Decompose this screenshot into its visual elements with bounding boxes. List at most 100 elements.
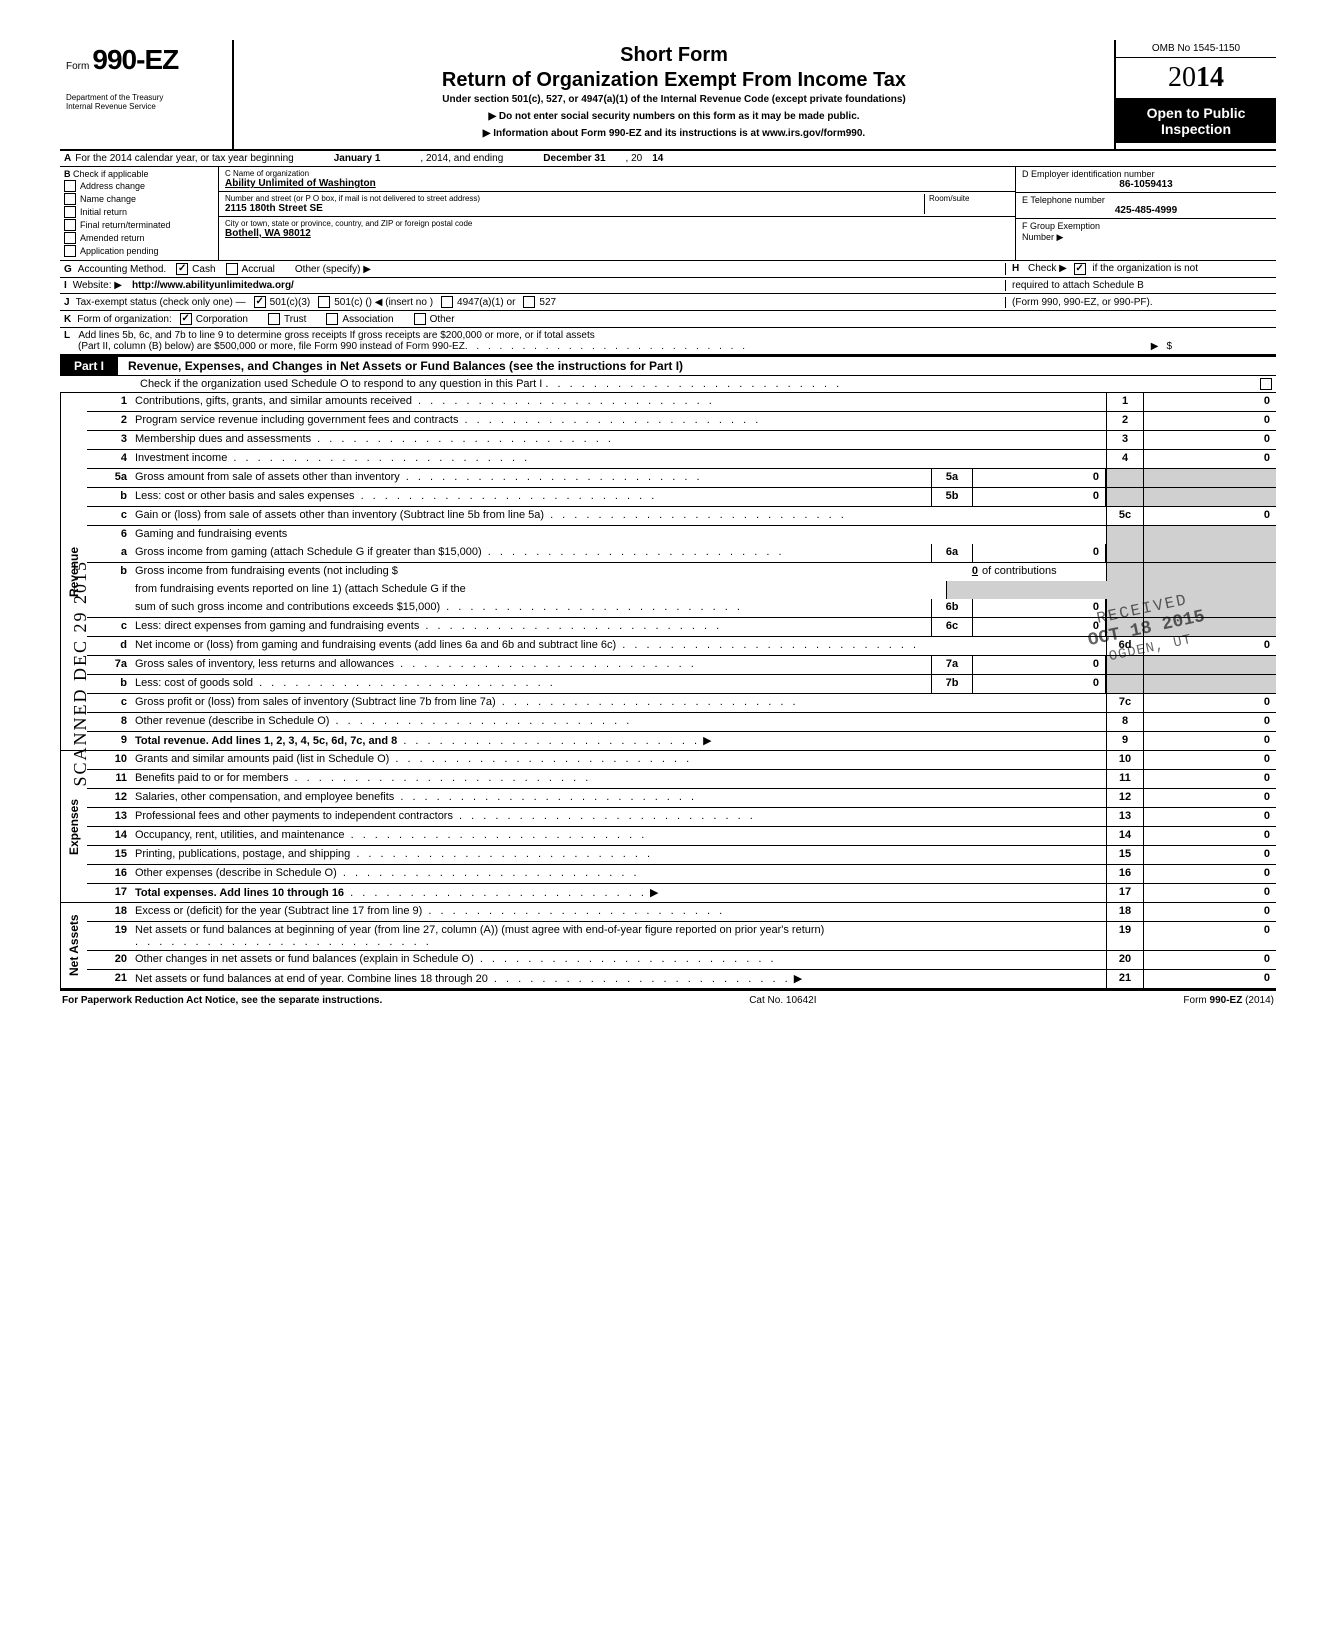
desc-text: Less: cost or other basis and sales expe… — [135, 490, 355, 502]
line-desc: Gross amount from sale of assets other t… — [131, 469, 931, 487]
line-box: 5c — [1106, 507, 1143, 525]
chk-other-org[interactable] — [414, 313, 426, 325]
chk-final-return[interactable]: Final return/terminated — [64, 219, 214, 231]
line-box: 16 — [1106, 865, 1143, 883]
row-a-mid: , 2014, and ending — [420, 153, 503, 164]
dots — [397, 735, 700, 747]
mid-value: 0 — [973, 599, 1106, 617]
chk-initial-return[interactable]: Initial return — [64, 206, 214, 218]
chk-4947a1[interactable] — [441, 296, 453, 308]
line-13: 13 Professional fees and other payments … — [87, 808, 1276, 827]
line-10: 10 Grants and similar amounts paid (list… — [87, 751, 1276, 770]
line-box: 13 — [1106, 808, 1143, 826]
chk-label: Initial return — [80, 207, 127, 217]
line-num: 19 — [87, 922, 131, 950]
row-a-begin: January 1 — [334, 153, 381, 164]
dots — [488, 973, 791, 985]
col-b-checkboxes: B Check if applicable Address change Nam… — [60, 167, 219, 260]
row-g-accounting: G Accounting Method. Cash Accrual Other … — [60, 261, 1276, 278]
checkbox-icon — [64, 232, 76, 244]
chk-cash[interactable] — [176, 263, 188, 275]
info-link: ▶ Information about Form 990-EZ and its … — [244, 128, 1104, 139]
chk-schedule-o[interactable] — [1260, 378, 1272, 390]
line-num: 1 — [87, 393, 131, 411]
desc-text: Less: cost of goods sold — [135, 677, 253, 689]
city-label: City or town, state or province, country… — [225, 219, 1009, 228]
arrow-icon: ▶ — [794, 973, 802, 985]
tax-year: 2014 — [1116, 58, 1276, 99]
revenue-lines: 1 Contributions, gifts, grants, and simi… — [87, 393, 1276, 750]
chk-amended-return[interactable]: Amended return — [64, 232, 214, 244]
line-desc: Net assets or fund balances at end of ye… — [131, 970, 1106, 988]
chk-527[interactable] — [523, 296, 535, 308]
line-num: 15 — [87, 846, 131, 864]
line-num — [87, 581, 131, 599]
line-num: b — [87, 563, 131, 581]
line-box: 1 — [1106, 393, 1143, 411]
desc-text: Occupancy, rent, utilities, and maintena… — [135, 829, 345, 841]
desc-text: Membership dues and assessments — [135, 433, 311, 445]
501c-label: 501(c) ( — [334, 297, 368, 308]
line-num: c — [87, 618, 131, 636]
line-8: 8 Other revenue (describe in Schedule O)… — [87, 713, 1276, 732]
chk-trust[interactable] — [268, 313, 280, 325]
dots — [474, 953, 777, 965]
chk-application-pending[interactable]: Application pending — [64, 245, 214, 257]
chk-schedule-b[interactable] — [1074, 263, 1086, 275]
chk-address-change[interactable]: Address change — [64, 180, 214, 192]
line-box: 17 — [1106, 884, 1143, 902]
phone-label: E Telephone number — [1022, 195, 1270, 205]
line-num: c — [87, 507, 131, 525]
line-desc: Occupancy, rent, utilities, and maintena… — [131, 827, 1106, 845]
row-a-yr: , 20 — [626, 153, 643, 164]
line-num: 7a — [87, 656, 131, 674]
desc-text: Less: direct expenses from gaming and fu… — [135, 620, 419, 632]
line-desc: Investment income — [131, 450, 1106, 468]
org-name-row: C Name of organization Ability Unlimited… — [219, 167, 1015, 192]
desc-text: Net assets or fund balances at end of ye… — [135, 973, 488, 985]
chk-name-change[interactable]: Name change — [64, 193, 214, 205]
line-17: 17 Total expenses. Add lines 10 through … — [87, 884, 1276, 902]
line-box-shade — [1106, 526, 1143, 544]
group-exemption-number: Number ▶ — [1022, 232, 1270, 243]
desc-text: Excess or (deficit) for the year (Subtra… — [135, 905, 422, 917]
part1-sub-text: Check if the organization used Schedule … — [140, 378, 542, 390]
line-desc: Gross income from fundraising events (no… — [131, 563, 818, 581]
netassets-section: Net Assets 18 Excess or (deficit) for th… — [60, 903, 1276, 990]
line-num: 6 — [87, 526, 131, 544]
line-desc: Less: cost or other basis and sales expe… — [131, 488, 931, 506]
city-row: City or town, state or province, country… — [219, 217, 1015, 241]
line-box: 6d — [1106, 637, 1143, 655]
arrow-icon: ▶ — [703, 735, 711, 747]
line-num: 16 — [87, 865, 131, 883]
checkbox-icon — [64, 206, 76, 218]
chk-association[interactable] — [326, 313, 338, 325]
dots — [440, 601, 743, 613]
dots — [135, 936, 432, 948]
line-value: 0 — [1143, 865, 1276, 883]
h-text4: (Form 990, 990-EZ, or 990-PF). — [1012, 297, 1153, 308]
dots — [227, 452, 530, 464]
chk-label: Name change — [80, 194, 136, 204]
line-desc: Gaming and fundraising events — [131, 526, 1106, 544]
ssn-warning: ▶ Do not enter social security numbers o… — [244, 111, 1104, 122]
dots — [389, 753, 692, 765]
form-number: 990-EZ — [92, 44, 178, 75]
chk-label: Final return/terminated — [80, 220, 171, 230]
desc-text: Printing, publications, postage, and shi… — [135, 848, 350, 860]
line-num: 9 — [87, 732, 131, 750]
chk-501c[interactable] — [318, 296, 330, 308]
dots — [350, 848, 653, 860]
line-value-shade — [1143, 656, 1276, 674]
chk-501c3[interactable] — [254, 296, 266, 308]
of-contrib: of contributions — [978, 563, 1106, 581]
chk-accrual[interactable] — [226, 263, 238, 275]
line-desc: Contributions, gifts, grants, and simila… — [131, 393, 1106, 411]
line-value-shade — [1143, 599, 1276, 617]
chk-corporation[interactable] — [180, 313, 192, 325]
line-box: 8 — [1106, 713, 1143, 731]
line-value: 0 — [1143, 827, 1276, 845]
line-desc: Membership dues and assessments — [131, 431, 1106, 449]
line-box-shade — [1106, 563, 1143, 581]
assoc-label: Association — [342, 314, 393, 325]
